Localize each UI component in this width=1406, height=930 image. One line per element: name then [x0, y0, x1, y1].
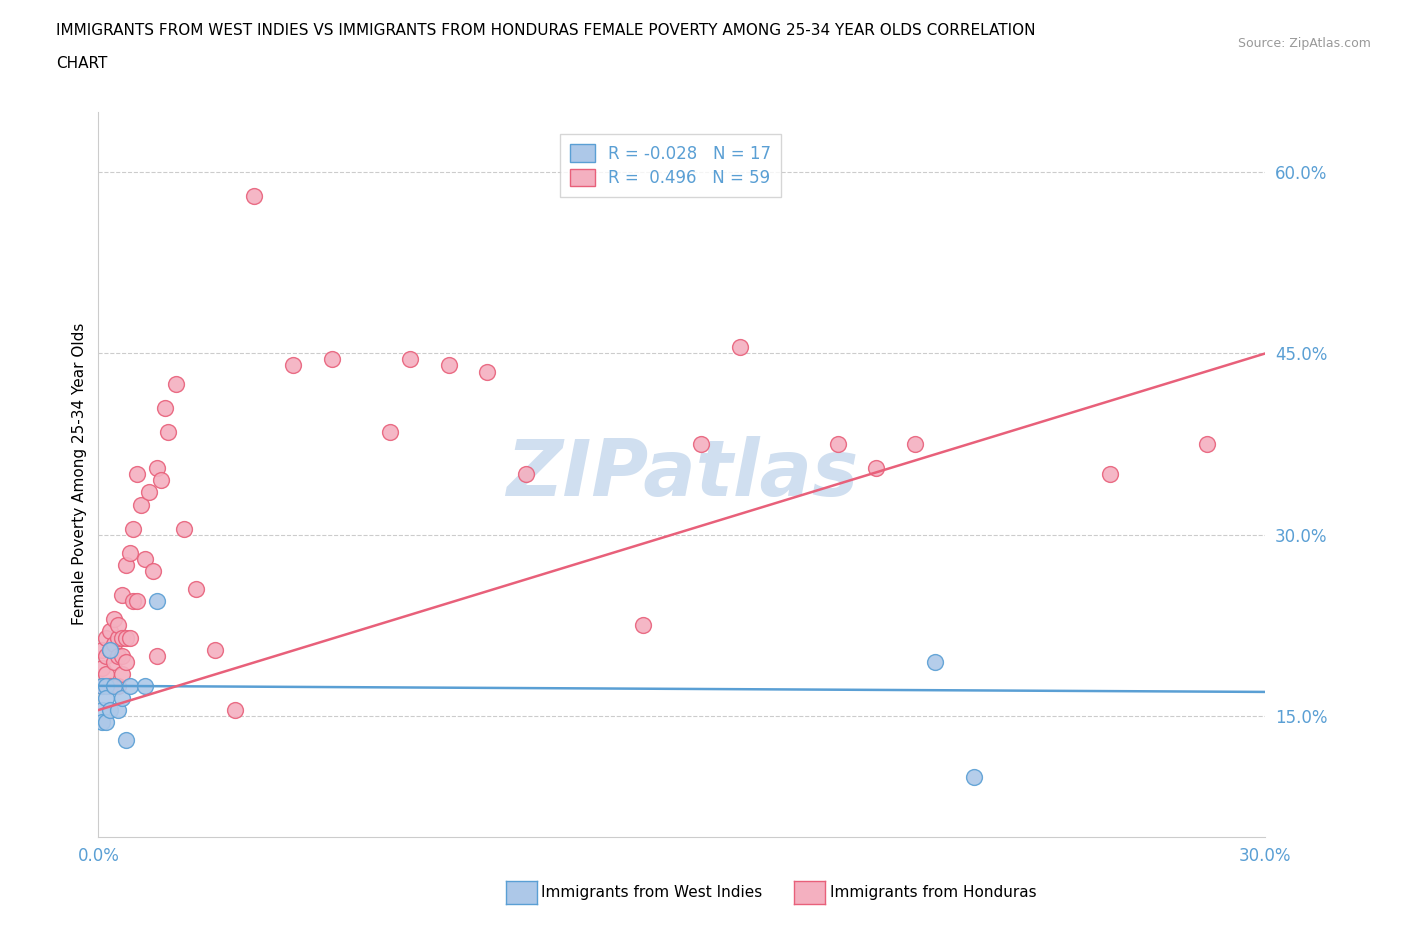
Point	[91, 679, 114, 694]
Point	[114, 733, 136, 748]
Point	[122, 594, 145, 609]
Point	[515, 467, 537, 482]
Point	[146, 648, 169, 663]
Point	[114, 558, 136, 573]
Point	[91, 660, 114, 675]
Point	[107, 648, 129, 663]
Point	[127, 467, 149, 482]
Point	[118, 631, 141, 645]
Point	[631, 618, 654, 633]
Point	[114, 655, 136, 670]
Point	[146, 594, 169, 609]
Point	[111, 631, 134, 645]
Point	[149, 473, 172, 488]
Point	[146, 461, 169, 476]
Point	[98, 679, 121, 694]
Point	[96, 648, 118, 663]
Point	[165, 377, 187, 392]
Legend: R = -0.028   N = 17, R =  0.496   N = 59: R = -0.028 N = 17, R = 0.496 N = 59	[560, 135, 780, 197]
Point	[129, 498, 152, 512]
Point	[204, 643, 226, 658]
Point	[962, 769, 984, 784]
Point	[184, 582, 207, 597]
Point	[380, 424, 402, 440]
Point	[107, 703, 129, 718]
Point	[98, 643, 121, 658]
Point	[138, 485, 160, 500]
Text: Immigrants from Honduras: Immigrants from Honduras	[830, 885, 1036, 900]
Point	[98, 643, 121, 658]
Point	[96, 679, 118, 694]
Point	[1195, 437, 1218, 452]
Point	[173, 521, 195, 536]
Y-axis label: Female Poverty Among 25-34 Year Olds: Female Poverty Among 25-34 Year Olds	[72, 323, 87, 626]
Point	[134, 551, 156, 566]
Point	[127, 594, 149, 609]
Text: CHART: CHART	[56, 56, 108, 71]
Point	[96, 715, 118, 730]
Point	[111, 666, 134, 681]
Point	[118, 545, 141, 560]
Point	[107, 618, 129, 633]
Point	[827, 437, 849, 452]
Text: ZIPatlas: ZIPatlas	[506, 436, 858, 512]
Point	[96, 666, 118, 681]
Point	[103, 655, 125, 670]
Point	[111, 588, 134, 603]
Point	[98, 703, 121, 718]
Point	[98, 624, 121, 639]
Point	[96, 631, 118, 645]
Point	[103, 636, 125, 651]
Point	[103, 679, 125, 694]
Point	[114, 631, 136, 645]
Point	[730, 340, 752, 355]
Text: IMMIGRANTS FROM WEST INDIES VS IMMIGRANTS FROM HONDURAS FEMALE POVERTY AMONG 25-: IMMIGRANTS FROM WEST INDIES VS IMMIGRANT…	[56, 23, 1036, 38]
Point	[134, 679, 156, 694]
Point	[118, 679, 141, 694]
Point	[321, 352, 343, 367]
Point	[281, 358, 304, 373]
Point	[224, 703, 246, 718]
Point	[91, 679, 114, 694]
Text: Source: ZipAtlas.com: Source: ZipAtlas.com	[1237, 37, 1371, 50]
Point	[111, 690, 134, 706]
Point	[142, 564, 165, 578]
Point	[96, 690, 118, 706]
Point	[1098, 467, 1121, 482]
Point	[904, 437, 927, 452]
Point	[243, 189, 266, 204]
Point	[107, 679, 129, 694]
Point	[111, 648, 134, 663]
Point	[91, 703, 114, 718]
Point	[477, 365, 499, 379]
Point	[153, 400, 176, 415]
Point	[107, 631, 129, 645]
Point	[91, 643, 114, 658]
Text: Immigrants from West Indies: Immigrants from West Indies	[541, 885, 762, 900]
Point	[398, 352, 420, 367]
Point	[103, 612, 125, 627]
Point	[157, 424, 180, 440]
Point	[122, 521, 145, 536]
Point	[690, 437, 713, 452]
Point	[437, 358, 460, 373]
Point	[865, 461, 887, 476]
Point	[91, 715, 114, 730]
Point	[924, 655, 946, 670]
